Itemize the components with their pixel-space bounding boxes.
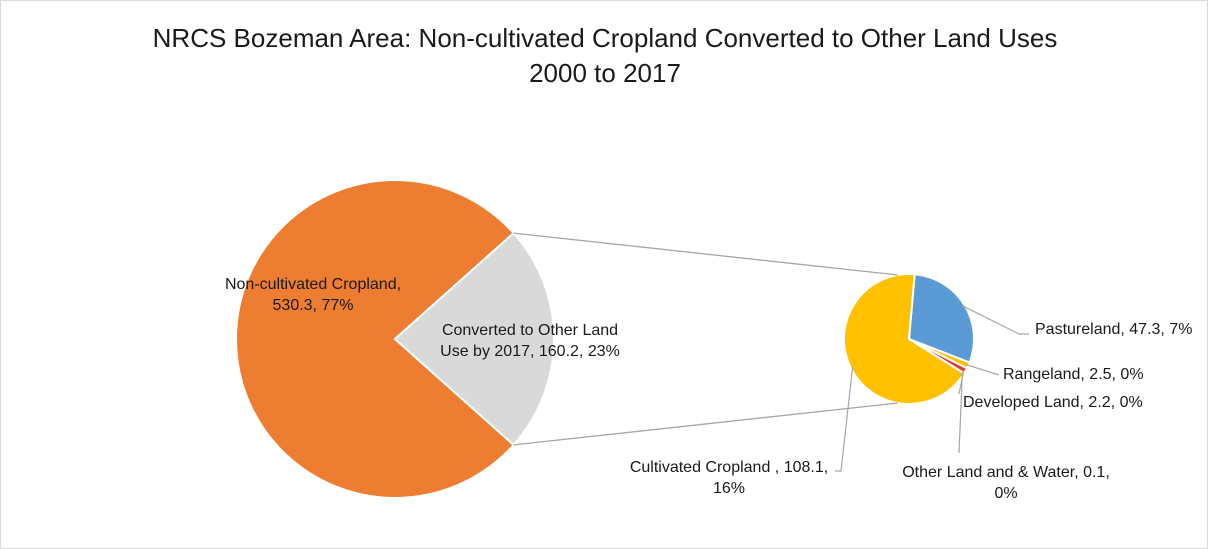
chart-title: NRCS Bozeman Area: Non-cultivated Cropla… bbox=[152, 23, 1058, 53]
data-label: Developed Land, 2.2, 0% bbox=[963, 394, 1143, 411]
connector-line-bottom bbox=[513, 402, 898, 446]
data-label: Other Land and & Water, 0.1, 0% bbox=[902, 464, 1110, 502]
chart-subtitle: 2000 to 2017 bbox=[529, 58, 681, 88]
slice-cultivated-cropland bbox=[843, 273, 966, 406]
data-label: Non-cultivated Cropland, 530.3, 77% bbox=[225, 276, 401, 314]
leader-line-pastureland bbox=[962, 305, 1029, 335]
leader-line-rangeland bbox=[966, 364, 1000, 376]
data-label: Cultivated Cropland , 108.1, 16% bbox=[630, 459, 828, 497]
connector-line-top bbox=[513, 232, 898, 276]
slice-pastureland bbox=[907, 273, 975, 364]
slice-converted-to-other-land-use-by-2017 bbox=[393, 231, 555, 447]
data-label: Converted to Other Land Use by 2017, 160.… bbox=[440, 322, 620, 360]
leader-line-other-land-and-water bbox=[958, 372, 963, 454]
data-label: Pastureland, 47.3, 7% bbox=[1035, 321, 1192, 338]
slice-non-cultivated-cropland bbox=[234, 179, 516, 499]
data-label: Rangeland, 2.5, 0% bbox=[1003, 366, 1144, 383]
leader-line-cultivated-cropland bbox=[835, 367, 854, 472]
